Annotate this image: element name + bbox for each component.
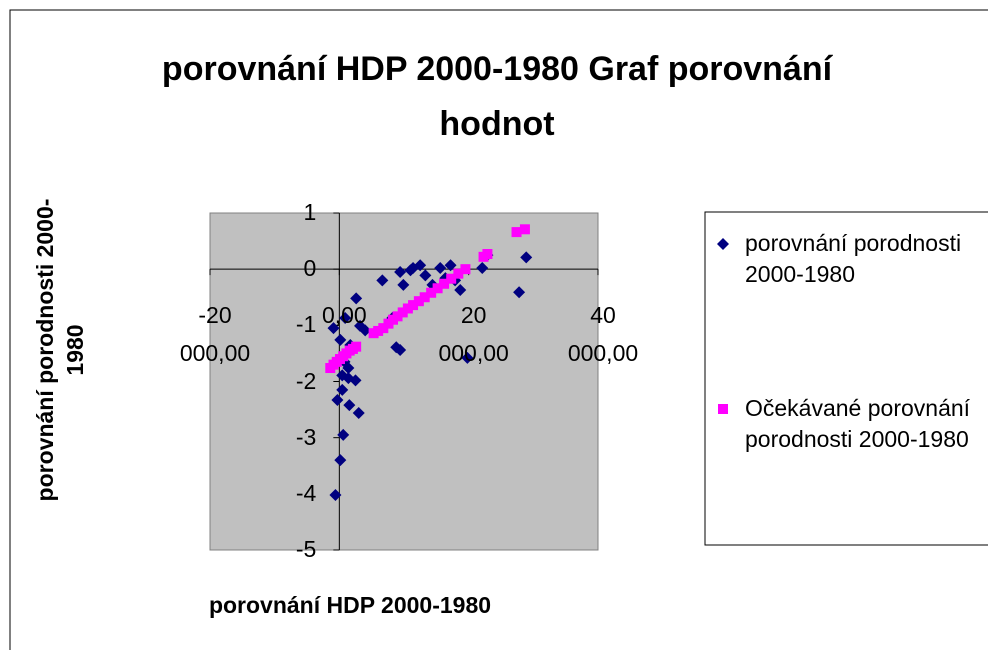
marker [352,406,365,419]
marker [434,262,447,275]
x-tick-label: 20 000,00 [438,302,509,367]
marker [444,259,457,272]
marker [461,351,474,364]
marker [378,323,389,334]
y-tick-label: -5 [295,536,317,562]
marker [339,312,352,325]
y-tick-label: -3 [295,423,317,450]
legend-label: porovnání porodnosti 2000-1980 [745,230,962,287]
marker [519,224,530,235]
marker [334,454,347,467]
marker [336,369,349,382]
chart-title: porovnání HDP 2000-1980 Graf porovnání h… [161,50,833,143]
marker [376,274,389,287]
marker [426,287,437,298]
plot-area [209,212,599,551]
legend-marker [717,238,729,250]
marker [337,428,350,441]
x-tick-label: 0,00 [321,302,367,329]
x-tick-label: -20 000,00 [179,302,251,367]
marker [336,383,349,396]
marker [343,399,356,412]
x-tick-label: 40 000,00 [567,302,639,367]
marker [402,303,413,314]
marker [397,278,410,291]
marker [394,344,407,357]
marker [432,283,443,294]
chart-border [9,9,988,650]
marker [413,296,424,307]
marker [331,394,344,407]
marker [476,262,489,275]
y-tick-label: 1 [303,199,317,225]
y-tick-label: 0 [303,255,317,282]
marker [439,278,450,289]
marker [513,286,526,299]
marker [394,265,407,278]
marker [482,249,493,260]
marker [342,362,355,375]
y-axis-label: porovnání porodnosti 2000-1980 [32,198,88,502]
marker [329,488,342,501]
marker [454,283,467,296]
marker [453,268,464,279]
legend-marker [718,404,728,414]
marker [460,264,471,275]
legend-label: Očekávané porovnání porodnosti 2000-1980 [745,395,971,452]
marker [350,292,363,305]
x-axis-label: porovnání HDP 2000-1980 [208,592,492,618]
y-tick-label: -4 [295,479,317,506]
marker [408,300,419,311]
marker [351,341,362,352]
y-tick-label: -1 [295,311,317,338]
marker [419,292,430,303]
marker [446,273,457,284]
y-tick-label: -2 [295,367,317,394]
marker [327,322,340,335]
marker [373,325,384,336]
marker [511,227,522,238]
marker [392,311,403,322]
marker [414,259,427,272]
marker [334,333,347,346]
marker [419,269,432,282]
marker [397,307,408,318]
marker [520,251,533,264]
marker [354,319,367,332]
legend-box [704,211,988,546]
